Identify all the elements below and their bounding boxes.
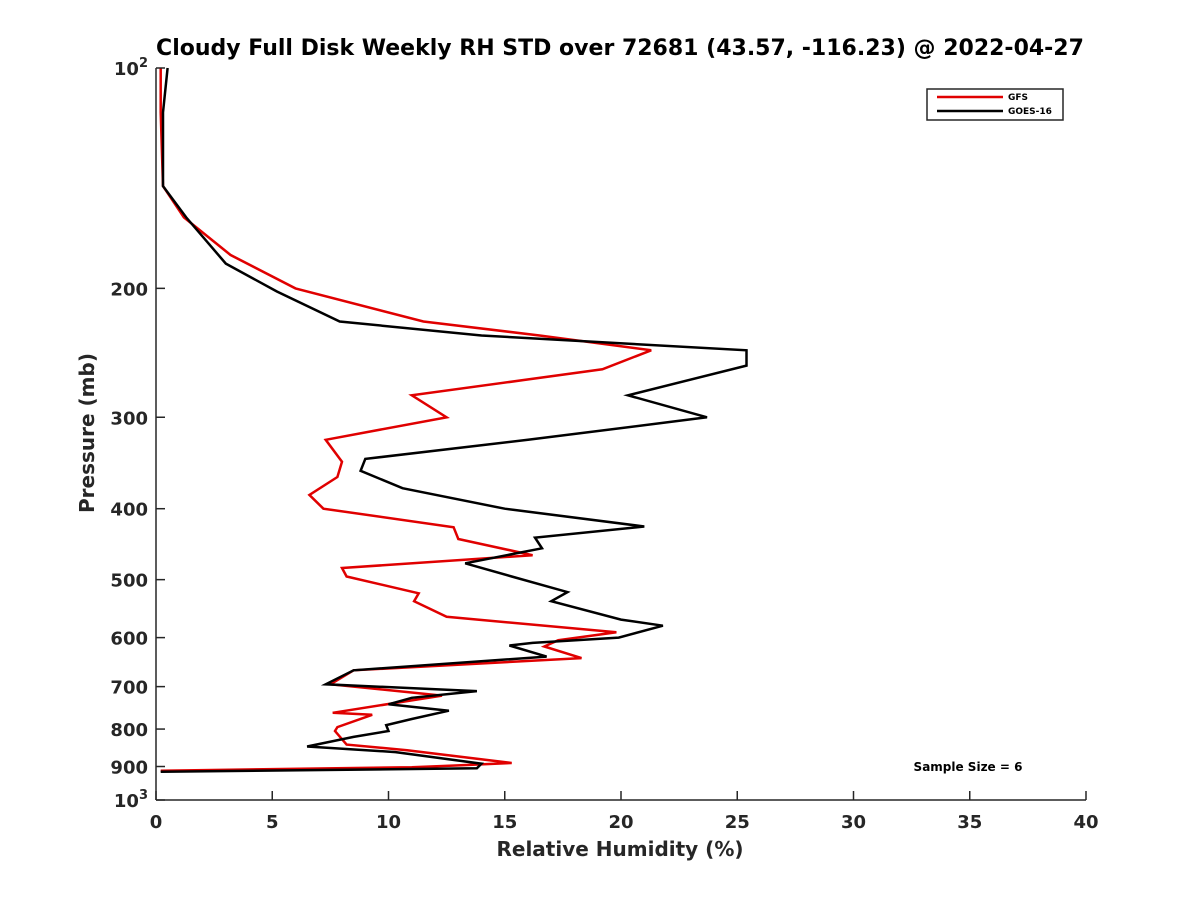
series-line-gfs [159, 68, 652, 772]
legend-label-gfs: GFS [1008, 93, 1028, 103]
y-tick-label: 200 [110, 279, 148, 300]
x-tick-label: 25 [725, 812, 750, 833]
x-tick-label: 30 [841, 812, 866, 833]
chart-title: Cloudy Full Disk Weekly RH STD over 7268… [156, 36, 1084, 61]
x-tick-label: 35 [957, 812, 982, 833]
plot-area [159, 67, 748, 774]
legend-label-goes16: GOES-16 [1008, 107, 1052, 117]
x-tick-label: 40 [1073, 812, 1098, 833]
series-line-goes16 [160, 67, 748, 774]
axes: 0 5 10 15 20 25 30 35 40 102 200 300 400 500 600 700 800… [110, 56, 1098, 833]
x-tick-label: 20 [608, 812, 633, 833]
legend-box [926, 88, 1064, 121]
y-tick-label: 600 [110, 629, 148, 650]
x-axis-label: Relative Humidity (%) [496, 837, 743, 861]
y-tick-label: 400 [110, 500, 148, 521]
legend: GFS GOES-16 [926, 88, 1064, 121]
x-tick-label: 0 [150, 812, 163, 833]
y-axis-label: Pressure (mb) [75, 353, 99, 513]
y-tick-label: 103 [114, 788, 148, 812]
y-tick-label: 102 [114, 56, 148, 80]
x-tick-label: 10 [376, 812, 401, 833]
y-tick-label: 300 [110, 408, 148, 429]
x-tick-label: 15 [492, 812, 517, 833]
y-tick-label: 700 [110, 678, 148, 699]
y-tick-label: 500 [110, 571, 148, 592]
y-tick-label: 900 [110, 758, 148, 779]
x-tick-label: 5 [266, 812, 279, 833]
sample-size-annotation: Sample Size = 6 [914, 760, 1023, 774]
y-tick-label: 800 [110, 720, 148, 741]
